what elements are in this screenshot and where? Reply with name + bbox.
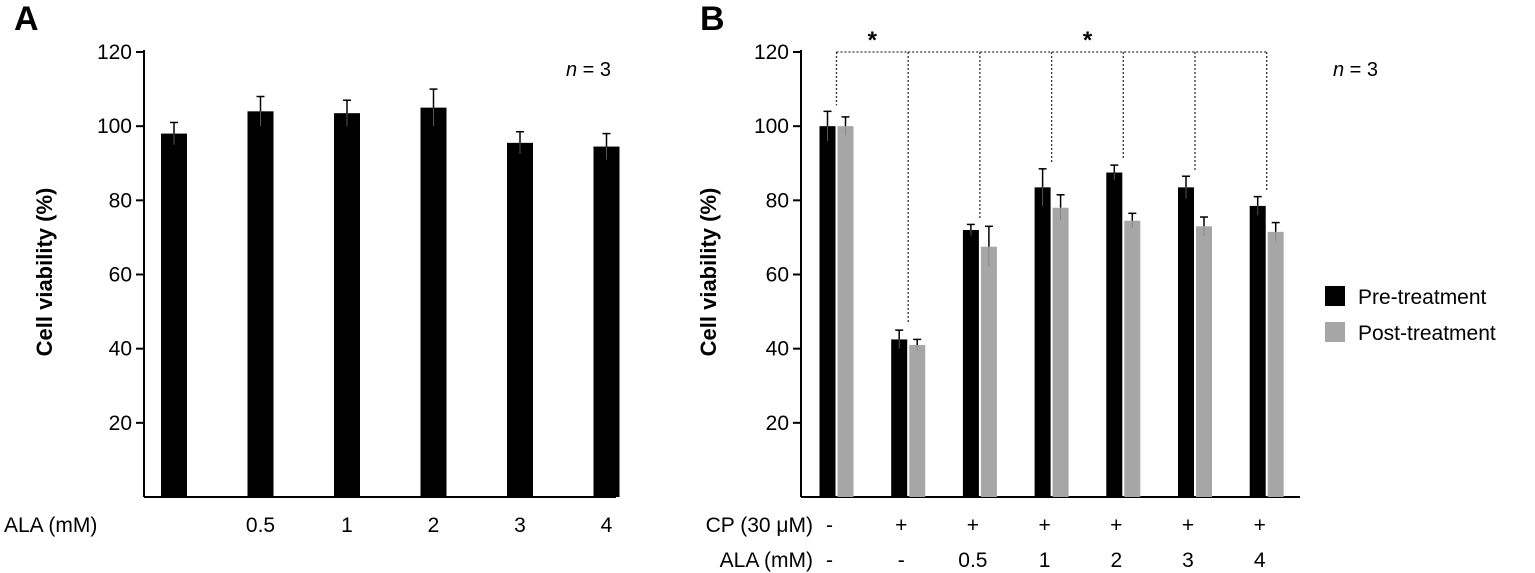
panel-b-bar-pre [1034, 187, 1051, 497]
panel-a-ala-row-label: ALA (mM) [4, 514, 97, 537]
significance-star-2: * [1083, 27, 1093, 54]
panel-b-bar-pre [1106, 172, 1123, 498]
panel-b-n-label: n = 3 [1333, 59, 1378, 81]
panel-a-category-label: 4 [601, 514, 613, 537]
panel-a-category-label: 2 [428, 514, 440, 537]
panel-a-category-label: 1 [341, 514, 353, 537]
panel-a-y-label: Cell viability (%) [32, 188, 57, 357]
panel-b-ala-value: 4 [1254, 549, 1266, 572]
panel-b: B Cell viability (%) n = 3 CP (30 μM) AL… [696, 0, 1496, 572]
panel-b-y-tick-label: 80 [766, 189, 789, 212]
legend: Pre-treatment Post-treatment [1325, 286, 1496, 345]
panel-a-bar [420, 107, 447, 497]
legend-swatch [1325, 286, 1345, 306]
panel-b-y-label: Cell viability (%) [696, 188, 721, 357]
panel-b-y-tick-label: 60 [766, 264, 789, 287]
panel-a: A Cell viability (%) n = 3 ALA (mM) 2040… [4, 0, 620, 537]
panel-b-cp-value: + [1254, 514, 1266, 537]
panel-b-significance-brackets: * * [835, 27, 1268, 325]
significance-star-1: * [868, 27, 878, 54]
panel-b-y-tick-label: 120 [754, 41, 789, 64]
panel-a-y-tick-label: 60 [109, 264, 132, 287]
panel-a-bar [507, 142, 533, 497]
panel-a-n-label: n = 3 [566, 59, 611, 81]
panel-b-y-tick-label: 20 [766, 412, 789, 435]
panel-b-conditions: - - + - +0.5 +1 +2 +3 +4 [826, 514, 1266, 572]
panel-b-cp-value: - [826, 514, 833, 537]
panel-b-cp-row-label: CP (30 μM) [706, 514, 813, 537]
panel-b-ala-value: 1 [1039, 549, 1051, 572]
panel-b-bar-post [1124, 220, 1141, 497]
panel-b-bar-post [909, 344, 926, 497]
panel-a-y-tick-label: 80 [109, 189, 132, 212]
panel-a-y-tick-label: 40 [109, 338, 132, 361]
panel-b-bar-post [837, 126, 854, 498]
panel-b-cp-value: + [1110, 514, 1122, 537]
panel-a-category-label: 0.5 [246, 514, 275, 537]
panel-b-bar-pre [891, 339, 908, 497]
panel-b-ala-value: 0.5 [958, 549, 987, 572]
legend-label: Post-treatment [1358, 322, 1496, 345]
panel-b-ala-value: - [898, 549, 905, 572]
panel-a-category-label: 3 [514, 514, 526, 537]
legend-label: Pre-treatment [1358, 286, 1487, 309]
panel-b-bar-pre [962, 230, 979, 497]
panel-b-ala-row-label: ALA (mM) [720, 549, 813, 572]
panel-b-bar-post [1196, 226, 1212, 497]
panel-b-bar-pre [1249, 205, 1266, 498]
panel-a-categories: 0.5 1 2 3 4 [246, 514, 613, 537]
panel-b-ala-value: - [826, 549, 833, 572]
panel-b-bar-post [1267, 231, 1284, 497]
panel-b-ala-value: 2 [1110, 549, 1122, 572]
panel-a-bar [247, 111, 274, 497]
panel-a-y-tick-label: 100 [97, 115, 132, 138]
panel-b-bar-pre [819, 126, 836, 498]
panel-b-y-tick-label: 40 [766, 338, 789, 361]
panel-b-cp-value: + [967, 514, 979, 537]
panel-a-y-tick-label: 20 [109, 412, 132, 435]
legend-swatch [1325, 322, 1345, 342]
panel-b-bar-pre [1178, 187, 1194, 497]
panel-b-y-ticks: 20 40 60 80 100 120 [754, 41, 801, 435]
panel-a-bar [334, 113, 360, 497]
panel-b-bar-post [1052, 207, 1069, 497]
panel-b-cp-value: + [1038, 514, 1050, 537]
panel-a-letter: A [14, 0, 39, 38]
panel-b-letter: B [700, 0, 725, 38]
panel-b-ala-value: 3 [1182, 549, 1194, 572]
panel-b-bar-post [980, 246, 997, 497]
panel-a-bar [593, 146, 620, 497]
panel-a-bar [161, 133, 187, 498]
panel-b-y-tick-label: 100 [754, 115, 789, 138]
panel-a-y-tick-label: 120 [97, 41, 132, 64]
panel-a-bars [161, 88, 620, 498]
panel-b-bars [819, 110, 1284, 498]
panel-b-cp-value: + [895, 514, 907, 537]
panel-a-y-ticks: 20 40 60 80 100 120 [97, 41, 144, 435]
panel-b-cp-value: + [1182, 514, 1194, 537]
